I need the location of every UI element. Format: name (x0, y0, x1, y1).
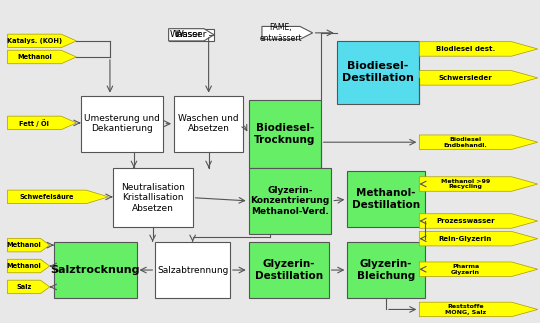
Text: Biodiesel dest.: Biodiesel dest. (436, 46, 495, 52)
FancyBboxPatch shape (347, 242, 424, 298)
Polygon shape (8, 190, 109, 203)
Polygon shape (262, 26, 313, 39)
Text: Methanol >99
Recycling: Methanol >99 Recycling (441, 179, 490, 189)
Polygon shape (8, 280, 50, 294)
Text: Umesterung und
Dekantierung: Umesterung und Dekantierung (84, 114, 160, 133)
Text: Fett / Öl: Fett / Öl (19, 119, 49, 127)
Text: Rein-Glyzerin: Rein-Glyzerin (439, 236, 492, 242)
Polygon shape (419, 71, 538, 85)
Text: Katalys. (KOH): Katalys. (KOH) (7, 38, 62, 44)
Polygon shape (419, 232, 538, 246)
FancyBboxPatch shape (156, 242, 230, 298)
Text: Waschen und
Absetzen: Waschen und Absetzen (178, 114, 239, 133)
Text: Pharma
Glyzerin: Pharma Glyzerin (451, 264, 480, 275)
Text: Methanol: Methanol (6, 242, 42, 248)
FancyBboxPatch shape (54, 242, 137, 298)
Text: Methanol-
Destillation: Methanol- Destillation (352, 189, 420, 210)
Polygon shape (8, 50, 76, 64)
Text: Salz: Salz (16, 284, 32, 290)
Polygon shape (419, 177, 538, 191)
FancyBboxPatch shape (80, 96, 163, 152)
FancyBboxPatch shape (113, 168, 193, 227)
Polygon shape (419, 214, 538, 228)
Polygon shape (8, 116, 76, 130)
Text: Reststoffe
MONG, Salz: Reststoffe MONG, Salz (445, 304, 486, 315)
Text: Glyzerin-
Konzentrierung
Methanol-Verd.: Glyzerin- Konzentrierung Methanol-Verd. (251, 186, 329, 216)
Text: Methanol: Methanol (6, 263, 42, 269)
Polygon shape (419, 262, 538, 276)
FancyBboxPatch shape (248, 100, 321, 168)
Text: Biodiesel-
Destillation: Biodiesel- Destillation (342, 61, 414, 83)
Text: Schwefelsäure: Schwefelsäure (19, 194, 74, 200)
FancyBboxPatch shape (174, 96, 244, 152)
Text: Glyzerin-
Destillation: Glyzerin- Destillation (254, 259, 323, 281)
FancyBboxPatch shape (248, 168, 332, 234)
Text: Prozesswasser: Prozesswasser (436, 218, 495, 224)
Text: Methanol: Methanol (17, 54, 52, 60)
Polygon shape (8, 238, 50, 252)
FancyBboxPatch shape (168, 29, 214, 41)
Polygon shape (8, 259, 50, 273)
Text: Schwersieder: Schwersieder (438, 75, 492, 81)
Text: Wasser: Wasser (170, 30, 202, 39)
Polygon shape (419, 135, 538, 150)
Text: Biodiesel-
Trocknung: Biodiesel- Trocknung (254, 123, 315, 145)
Text: Wasser: Wasser (175, 30, 207, 39)
Text: Salztrocknung: Salztrocknung (51, 265, 140, 275)
FancyBboxPatch shape (347, 171, 424, 227)
FancyBboxPatch shape (248, 242, 329, 298)
Text: Glyzerin-
Bleichung: Glyzerin- Bleichung (357, 259, 415, 281)
FancyBboxPatch shape (336, 41, 419, 104)
Text: Biodiesel
Endbehandl.: Biodiesel Endbehandl. (443, 137, 488, 148)
Text: FAME,
entwässert: FAME, entwässert (260, 23, 302, 43)
Text: Salzabtrennung: Salzabtrennung (157, 266, 228, 275)
Polygon shape (419, 302, 538, 317)
Polygon shape (8, 34, 76, 48)
Polygon shape (168, 29, 214, 41)
Text: Neutralisation
Kristallisation
Absetzen: Neutralisation Kristallisation Absetzen (120, 183, 185, 213)
Polygon shape (419, 42, 538, 56)
